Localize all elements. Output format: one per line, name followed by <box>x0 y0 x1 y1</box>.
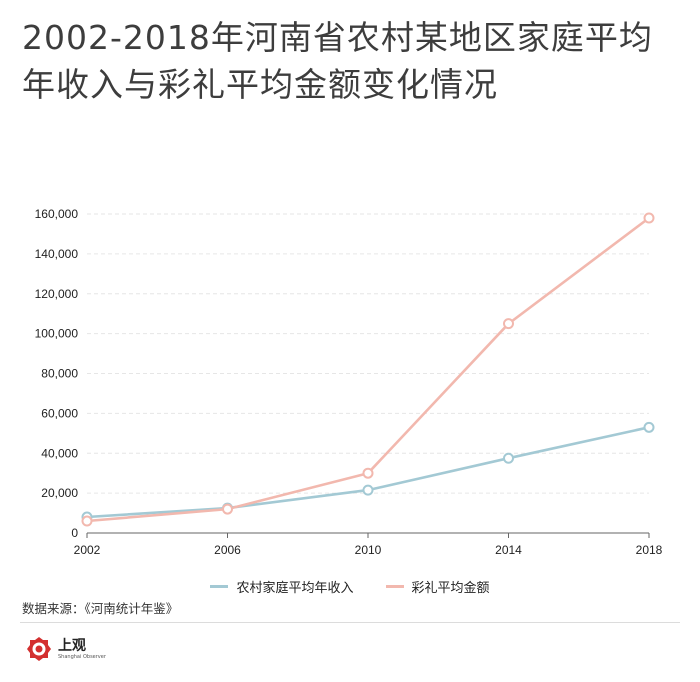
data-source: 数据来源：《河南统计年鉴》 <box>22 601 179 616</box>
logo-text-en: Shanghai Observer <box>58 653 106 660</box>
data-point-series-1 <box>222 503 233 515</box>
data-point-series-0 <box>362 484 374 496</box>
x-tick-label: 2010 <box>355 543 382 557</box>
legend-label-bride-price: 彩礼平均金额 <box>411 580 490 596</box>
y-tick-label: 160,000 <box>35 207 79 221</box>
legend-swatch-income <box>210 584 229 588</box>
y-tick-label: 80,000 <box>41 367 78 381</box>
series-points <box>81 212 655 527</box>
legend-label-income: 农村家庭平均年收入 <box>236 580 354 596</box>
data-point-series-1 <box>503 318 514 330</box>
line-chart: 0 20,000 40,000 60,000 80,000 100,000 120,000 1… <box>35 207 663 557</box>
legend-item-bride-price: 彩礼平均金额 <box>385 577 490 596</box>
data-point-series-0 <box>503 452 514 464</box>
legend: 农村家庭平均年收入 彩礼平均金额 <box>0 575 700 597</box>
grid-lines <box>87 213 649 494</box>
data-point-series-1 <box>81 515 93 527</box>
legend-item-income: 农村家庭平均年收入 <box>210 577 354 596</box>
y-tick-label: 40,000 <box>41 446 78 460</box>
x-tick-label: 2002 <box>74 543 101 557</box>
brand-logo: 上观 Shanghai Observer <box>26 636 106 662</box>
data-point-series-1 <box>362 467 374 479</box>
x-tick-label: 2018 <box>636 543 663 557</box>
y-tick-label: 60,000 <box>41 406 78 420</box>
logo-text-cn: 上观 <box>58 637 86 654</box>
y-axis-ticks: 0 20,000 40,000 60,000 80,000 100,000 120,000 1… <box>35 207 79 540</box>
legend-swatch-bride-price <box>385 584 404 588</box>
y-tick-label: 140,000 <box>35 247 79 261</box>
chart-title: 2002-2018年河南省农村某地区家庭平均年收入与彩礼平均金额变化情况 <box>22 18 653 104</box>
y-tick-label: 0 <box>71 526 78 540</box>
y-tick-label: 100,000 <box>35 327 79 341</box>
data-point-series-1 <box>643 212 655 224</box>
data-point-series-0 <box>643 421 655 433</box>
x-axis-ticks: 2002 2006 2010 2014 2018 <box>74 533 663 557</box>
shanghai-observer-logo-icon <box>27 637 51 661</box>
footer-divider <box>20 622 680 623</box>
y-tick-label: 120,000 <box>35 287 79 301</box>
x-tick-label: 2006 <box>214 543 241 557</box>
x-tick-label: 2014 <box>495 543 522 557</box>
y-tick-label: 20,000 <box>41 486 78 500</box>
